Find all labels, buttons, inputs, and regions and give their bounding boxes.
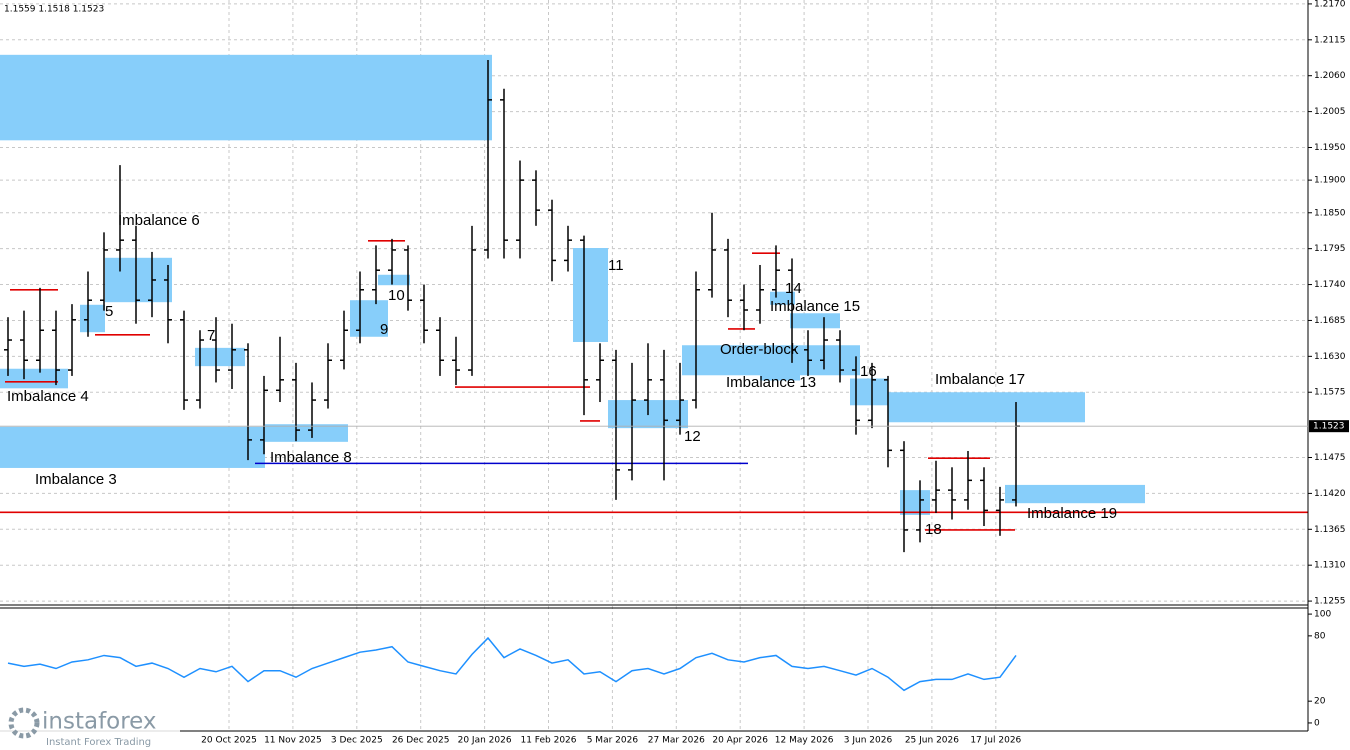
last-price-label: 1.1523 [1313, 422, 1345, 432]
zone [790, 313, 840, 329]
zone-label: Imbalance 3 [35, 471, 117, 488]
zone-label: 14 [785, 280, 802, 297]
y-tick-label: 1.1850 [1314, 208, 1346, 218]
zone [80, 304, 105, 333]
x-tick-label: 3 Dec 2025 [331, 736, 383, 746]
x-tick-label: 11 Feb 2026 [520, 736, 576, 746]
zone [265, 424, 348, 442]
zone [0, 368, 68, 389]
y-tick-label: 1.2005 [1314, 107, 1346, 117]
y-tick-label: 1.1950 [1314, 143, 1346, 153]
x-tick-label: 20 Jan 2026 [458, 736, 512, 746]
x-tick-label: 25 Jun 2026 [905, 736, 959, 746]
zone-label: Imbalance 19 [1027, 505, 1117, 522]
x-tick-label: 12 May 2026 [775, 736, 834, 746]
grid [0, 0, 1308, 731]
zone [573, 248, 608, 342]
y-tick-label: 1.2060 [1314, 71, 1346, 81]
zone-label: 12 [684, 428, 701, 445]
x-tick-label: 3 Jun 2026 [844, 736, 893, 746]
y-tick-label: 1.2170 [1314, 0, 1346, 9]
zone-label: Imbalance 8 [270, 449, 352, 466]
zone-label: 9 [380, 321, 388, 338]
indicator-line [7, 636, 1017, 692]
ohlc-header: 1.1559 1.1518 1.1523 [4, 5, 104, 15]
zone-label: 16 [860, 363, 877, 380]
main-layer [0, 54, 1308, 692]
x-tick-label: 27 Mar 2026 [648, 736, 705, 746]
y-tick-label: 0 [1314, 718, 1320, 728]
y-tick-label: 20 [1314, 697, 1326, 707]
y-tick-label: 1.1365 [1314, 525, 1346, 535]
zone [195, 347, 245, 367]
brand-tagline: Instant Forex Trading [46, 737, 151, 748]
x-tick-label: 5 Mar 2026 [587, 736, 639, 746]
zone [378, 274, 410, 286]
zone [0, 426, 265, 468]
y-tick-label: 1.1795 [1314, 244, 1346, 254]
zone [1005, 484, 1145, 504]
brand-bg [0, 705, 180, 750]
y-tick-label: 1.1420 [1314, 489, 1346, 499]
y-tick-label: 100 [1314, 610, 1331, 620]
y-tick-label: 1.2115 [1314, 35, 1346, 45]
y-tick-label: 80 [1314, 631, 1326, 641]
y-tick-label: 1.1575 [1314, 388, 1346, 398]
zone [888, 392, 1085, 423]
brand-icon [8, 707, 40, 739]
zone-label: Imbalance 15 [770, 298, 860, 315]
zone-label: Imbalance 4 [7, 388, 89, 405]
y-tick-label: 1.1255 [1314, 597, 1346, 607]
x-tick-label: 17 Jul 2026 [970, 736, 1021, 746]
brand-name: instaforex [42, 709, 157, 735]
y-tick-label: 1.1740 [1314, 280, 1346, 290]
zone-label: Imbalance 13 [726, 374, 816, 391]
zone-label: 5 [105, 303, 113, 320]
x-tick-label: 20 Oct 2025 [201, 736, 257, 746]
zone-label: Imbalance 6 [118, 212, 200, 229]
zone-label: 18 [925, 521, 942, 538]
zone [105, 257, 172, 303]
brand-logo: instaforex Instant Forex Trading [0, 705, 180, 750]
zone [0, 54, 492, 141]
zone-label: 11 [608, 257, 624, 274]
last-price-tag [1309, 420, 1349, 433]
y-tick-label: 1.1310 [1314, 561, 1346, 571]
x-tick-label: 26 Dec 2025 [392, 736, 450, 746]
y-tick-label: 1.1685 [1314, 316, 1346, 326]
y-tick-label: 1.1630 [1314, 352, 1346, 362]
zone [760, 360, 800, 381]
zone-label: Order-block [720, 341, 799, 358]
zone-label: 7 [207, 327, 215, 344]
zone-label: 10 [388, 287, 405, 304]
x-tick-label: 11 Nov 2025 [264, 736, 322, 746]
x-tick-label: 20 Apr 2026 [712, 736, 768, 746]
y-tick-label: 1.1900 [1314, 176, 1346, 186]
zone [900, 490, 930, 515]
zone-label: Imbalance 17 [935, 371, 1025, 388]
y-tick-label: 1.1475 [1314, 453, 1346, 463]
